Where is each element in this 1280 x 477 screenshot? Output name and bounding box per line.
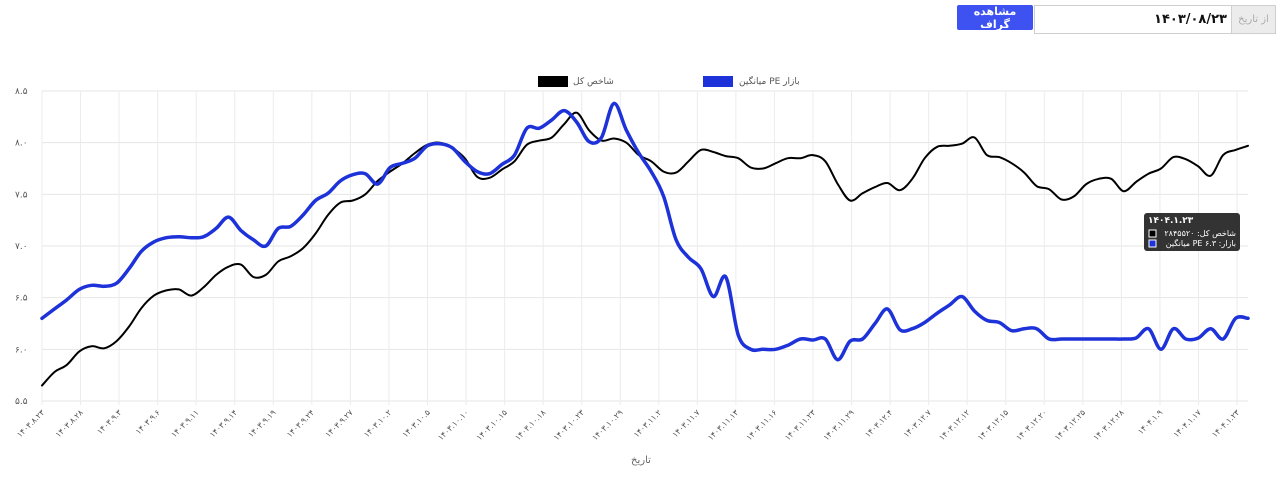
tooltip-date: ۱۴۰۴.۱.۲۳ xyxy=(1148,216,1194,226)
x-tick-label: ۱۴۰۳.۱۱.۱۳ xyxy=(706,408,741,443)
chart-tooltip: ۱۴۰۴.۱.۲۳ شاخص کل: ۲۸۴۵۵۲۰ میانگین PE با… xyxy=(1144,213,1240,251)
start-date-input[interactable]: ۱۴۰۳/۰۸/۲۳ xyxy=(1034,5,1232,34)
x-tick-label: ۱۴۰۳.۹.۱۴ xyxy=(208,408,239,439)
start-date-prefix: از تاریخ xyxy=(1232,5,1276,34)
date-filter-bar: مشاهده گراف ۱۴۰۳/۰۸/۲۳ از تاریخ xyxy=(957,5,1276,35)
x-tick-label: ۱۴۰۳.۹.۳ xyxy=(95,408,124,437)
y-tick-label: ۸.۵ xyxy=(15,87,28,97)
x-axis-ticks: ۱۴۰۳.۸.۲۳ ۱۴۰۳.۸.۲۸ ۱۴۰۳.۹.۳ ۱۴۰۳.۹.۶ ۱۴۰۳.۹… xyxy=(15,408,1242,443)
x-tick-label: ۱۴۰۳.۱۰.۵ xyxy=(401,408,432,439)
x-tick-label: ۱۴۰۴.۱.۹ xyxy=(1136,408,1164,436)
x-tick-label: ۱۴۰۳.۸.۲۸ xyxy=(54,408,86,440)
x-tick-label: ۱۴۰۳.۱۲.۷ xyxy=(902,408,934,440)
x-tick-label: ۱۴۰۳.۱۲.۱۵ xyxy=(976,408,1010,442)
y-tick-label: ۶.۵ xyxy=(15,294,28,304)
y-tick-label: ۵.۵ xyxy=(15,397,28,407)
tooltip-box xyxy=(1144,213,1240,251)
tooltip-swatch-pe xyxy=(1148,239,1157,248)
x-tick-label: ۱۴۰۳.۸.۲۳ xyxy=(15,408,47,440)
x-tick-label: ۱۴۰۳.۱۲.۱۲ xyxy=(937,408,971,442)
x-tick-label: ۱۴۰۳.۹.۱۱ xyxy=(169,408,200,439)
x-tick-label: ۱۴۰۳.۱۱.۲ xyxy=(632,408,663,439)
x-tick-label: ۱۴۰۳.۱۰.۱۸ xyxy=(513,408,548,443)
y-tick-label: ۶.۰ xyxy=(15,345,28,355)
x-tick-label: ۱۴۰۳.۹.۶ xyxy=(134,408,162,436)
series-lines xyxy=(40,101,1250,387)
x-tick-label: ۱۴۰۳.۹.۲۷ xyxy=(324,408,356,440)
tooltip-swatch-index xyxy=(1148,229,1157,238)
x-tick-label: ۱۴۰۴.۱.۱۷ xyxy=(1172,408,1204,440)
x-tick-label: ۱۴۰۴.۱.۲۳ xyxy=(1210,408,1242,440)
x-tick-label: ۱۴۰۳.۱۰.۲۹ xyxy=(590,408,624,442)
y-tick-label: ۷.۵ xyxy=(15,190,28,200)
tooltip-line-index: شاخص کل: ۲۸۴۵۵۲۰ xyxy=(1164,229,1236,238)
x-tick-label: ۱۴۰۳.۱۲.۴ xyxy=(863,408,894,439)
x-tick-label: ۱۴۰۳.۱۱.۱۶ xyxy=(745,408,779,442)
x-axis-title: تاریخ xyxy=(631,455,651,466)
x-tick-label: ۱۴۰۳.۹.۱۹ xyxy=(246,408,277,439)
grid-lines xyxy=(41,90,1248,405)
legend-swatch-index xyxy=(538,76,568,87)
series-line-pe xyxy=(40,101,1250,362)
y-axis-ticks: ۸.۵ ۸.۰ ۷.۵ ۷.۰ ۶.۵ ۶.۰ ۵.۵ xyxy=(15,87,28,407)
x-tick-label: ۱۴۰۳.۱۰.۱۰ xyxy=(436,408,470,442)
y-tick-label: ۷.۰ xyxy=(15,242,28,252)
x-tick-label: ۱۴۰۳.۱۰.۲ xyxy=(362,408,393,439)
x-tick-label: ۱۴۰۳.۱۰.۲۳ xyxy=(552,408,587,443)
show-chart-button[interactable]: مشاهده گراف xyxy=(957,5,1033,31)
legend: شاخص کل میانگین PE بازار xyxy=(538,75,800,87)
x-tick-label: ۱۴۰۳.۱۲.۲۰ xyxy=(1014,408,1048,442)
x-tick-label: ۱۴۰۳.۱۲.۲۸ xyxy=(1092,408,1127,443)
x-tick-label: ۱۴۰۳.۱۱.۲۹ xyxy=(822,408,856,442)
legend-swatch-pe xyxy=(703,76,733,87)
legend-label-index: شاخص کل xyxy=(573,77,614,87)
x-tick-label: ۱۴۰۳.۹.۲۴ xyxy=(285,408,316,439)
series-line-index xyxy=(41,111,1249,387)
x-tick-label: ۱۴۰۳.۱۱.۲۳ xyxy=(783,408,818,443)
x-tick-label: ۱۴۰۳.۱۱.۷ xyxy=(671,408,703,440)
x-tick-label: ۱۴۰۳.۱۲.۲۵ xyxy=(1053,408,1087,442)
tooltip-line-pe: میانگین PE بازار: ۶.۳ xyxy=(1166,238,1236,248)
x-tick-label: ۱۴۰۳.۱۰.۱۵ xyxy=(475,408,509,442)
y-tick-label: ۸.۰ xyxy=(15,139,28,149)
legend-label-pe: میانگین PE بازار xyxy=(739,75,800,87)
